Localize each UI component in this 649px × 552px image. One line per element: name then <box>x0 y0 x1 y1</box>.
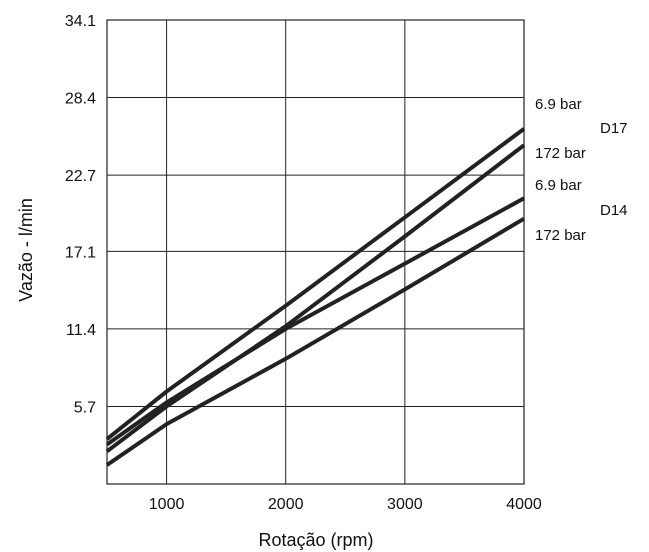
series-annotation-6: 172 bar <box>535 227 586 244</box>
x-axis-title: Rotação (rpm) <box>258 530 373 550</box>
series-line-4 <box>105 216 526 467</box>
y-tick-label: 22.7 <box>65 168 96 185</box>
series-annotation-1: 6.9 bar <box>535 96 582 113</box>
series-line-2 <box>105 143 526 453</box>
y-tick-label: 34.1 <box>65 13 96 30</box>
series-annotation-3: 172 bar <box>535 145 586 162</box>
y-axis-title: Vazão - l/min <box>16 198 36 302</box>
grid-lines <box>107 19 525 484</box>
series-line-1 <box>105 127 526 441</box>
series-line-3 <box>105 196 525 447</box>
series-annotation-5: D14 <box>600 202 628 219</box>
series-annotations: 6.9 bar D17 172 bar 6.9 bar D14 172 bar <box>535 96 628 244</box>
series-lines <box>105 127 526 467</box>
tick-labels: 1000 2000 3000 4000 5.7 11.4 17.1 22.7 28.4 34.1 <box>65 13 542 513</box>
x-tick-label: 4000 <box>506 496 542 513</box>
plot-frame <box>106 19 525 485</box>
y-tick-label: 5.7 <box>74 399 96 416</box>
x-tick-label: 3000 <box>387 496 423 513</box>
series-annotation-4: 6.9 bar <box>535 177 582 194</box>
series-annotation-2: D17 <box>600 120 628 137</box>
y-tick-label: 11.4 <box>66 322 96 339</box>
y-tick-label: 28.4 <box>65 91 96 108</box>
x-tick-label: 2000 <box>268 496 304 513</box>
y-tick-label: 17.1 <box>65 244 96 261</box>
x-tick-label: 1000 <box>149 496 185 513</box>
